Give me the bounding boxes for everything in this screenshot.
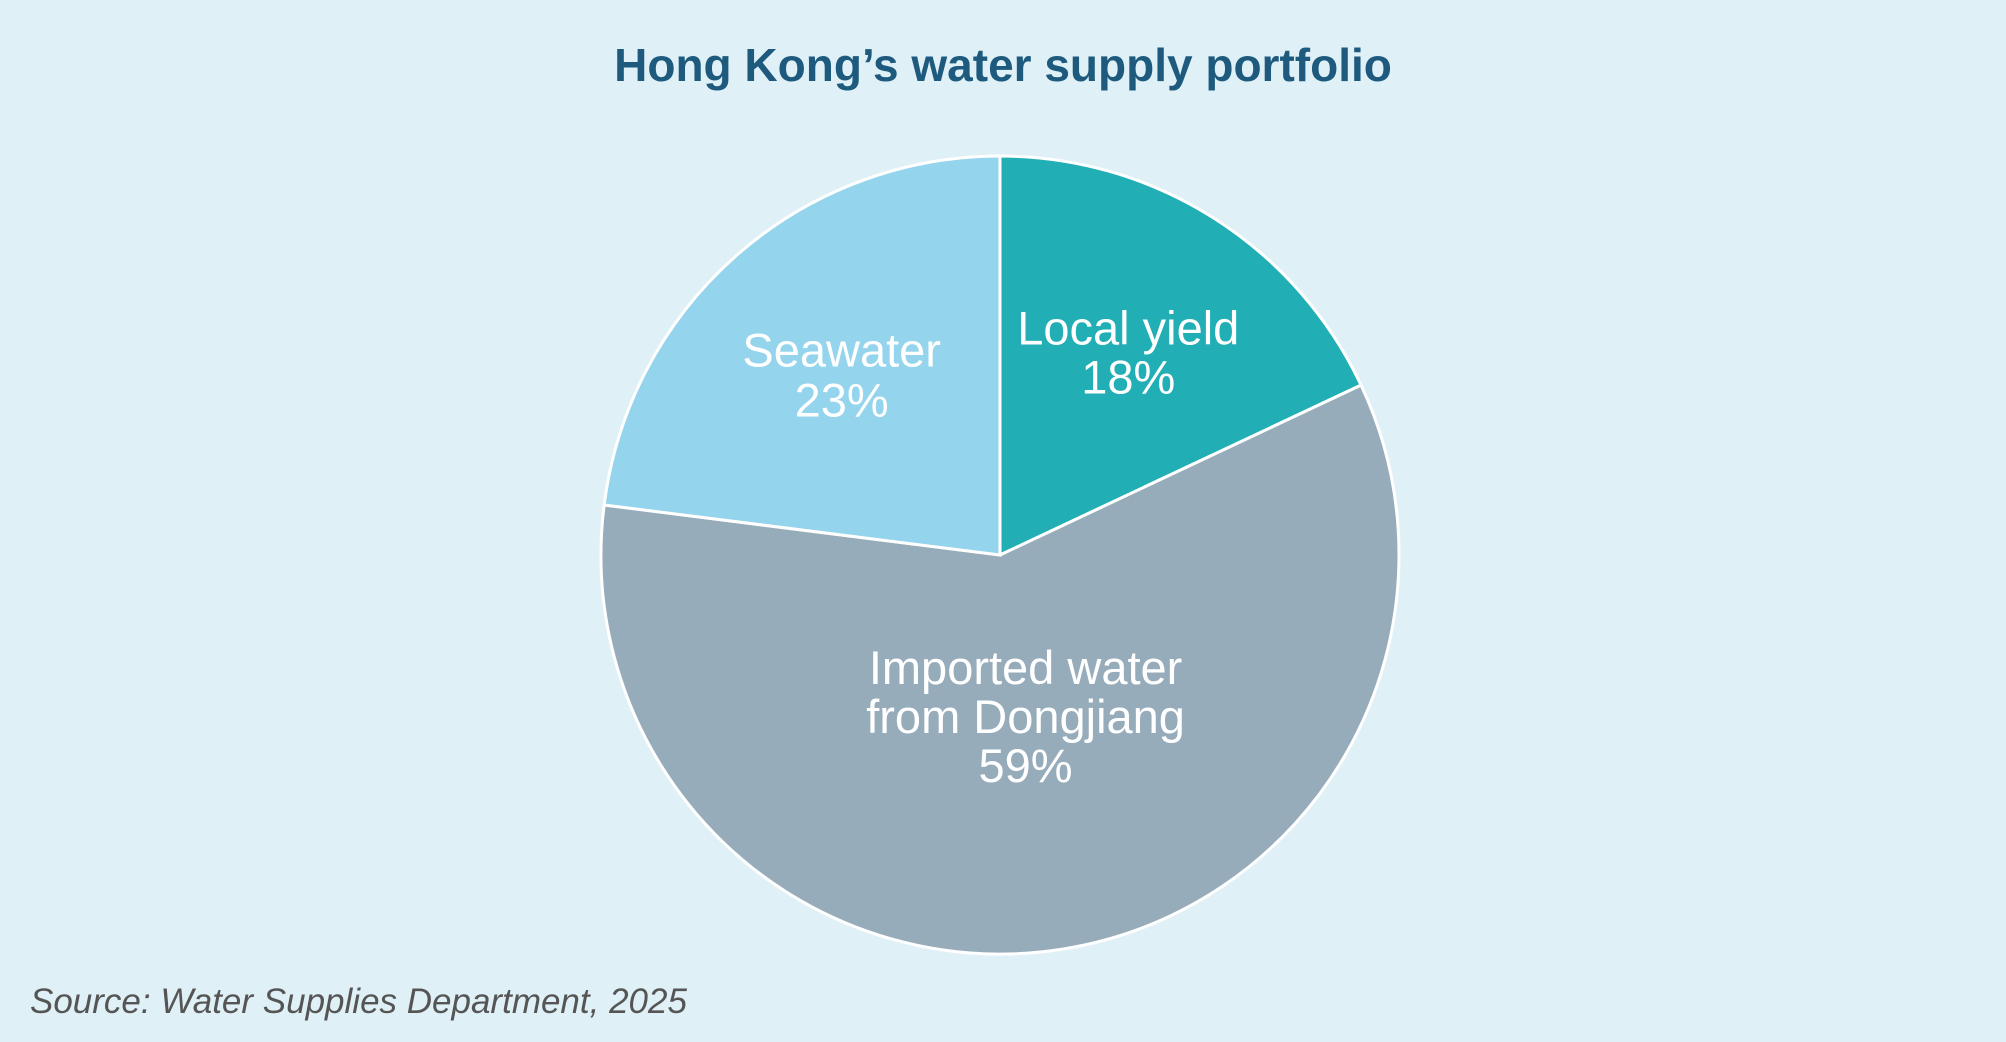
- value-label: 23%: [794, 373, 889, 427]
- slice-label: Local yield 18%: [1017, 301, 1240, 404]
- slice-label: Imported water from Dongjiang 59%: [826, 640, 1226, 793]
- value-label: 18%: [1081, 350, 1176, 404]
- source-note: Source: Water Supplies Department, 2025: [30, 982, 687, 1021]
- pie-slice: [599, 383, 1401, 956]
- chart-title: Hong Kong’s water supply portfolio: [614, 39, 1392, 91]
- category-label: Imported water from Dongjiang: [866, 640, 1185, 743]
- value-label: 59%: [978, 739, 1073, 793]
- pie-slice: [998, 154, 1364, 558]
- category-label: Seawater: [742, 324, 941, 378]
- category-label: Local yield: [1017, 301, 1240, 355]
- pie-slice: [602, 154, 1002, 557]
- slice-label: Seawater 23%: [742, 326, 941, 425]
